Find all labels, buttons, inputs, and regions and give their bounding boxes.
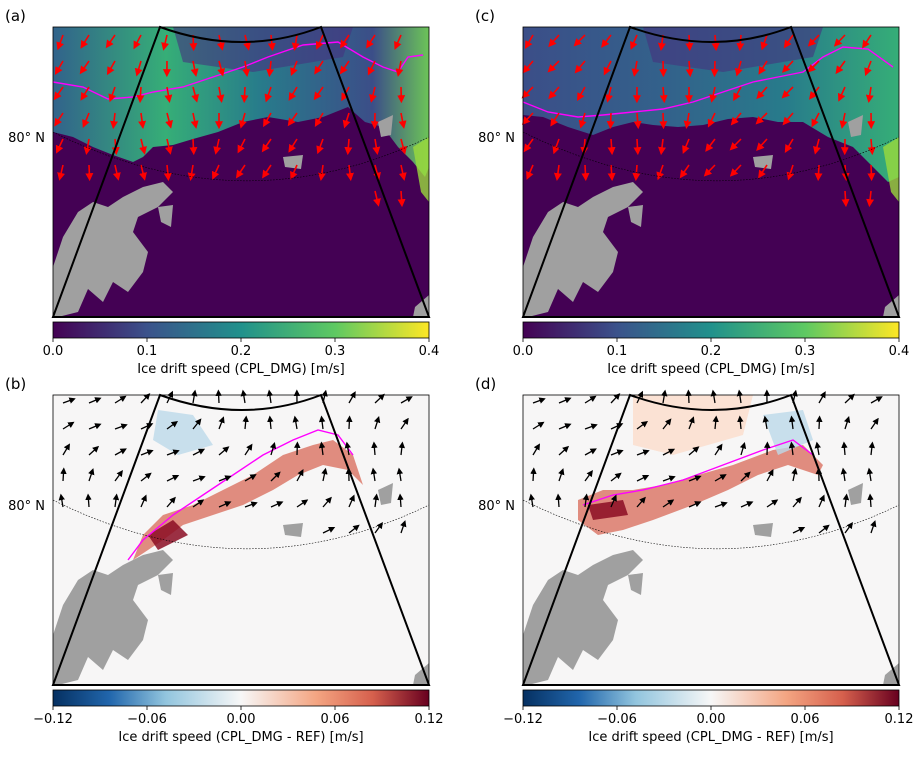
colorbar-label: Ice drift speed (CPL_DMG - REF) [m/s] [588, 730, 833, 745]
colorbar-tick-label: −0.12 [503, 712, 543, 727]
colorbar-tick-label: 0.06 [791, 712, 820, 727]
drift-vector-arrow [637, 113, 638, 126]
drift-vector-arrow [818, 165, 819, 178]
colorbar-tick-label: 0.0 [513, 344, 534, 359]
drift-vector-arrow [88, 496, 89, 507]
panel-label: (a) [5, 7, 26, 25]
colorbar-tick-label: 0.06 [321, 712, 350, 727]
colorbar-tick-label: −0.12 [33, 712, 73, 727]
drift-vector-arrow [89, 165, 90, 178]
latitude-label: 80° N [478, 499, 515, 514]
drift-vector-arrow [401, 191, 402, 204]
drift-vector-arrow [870, 496, 871, 507]
colorbar-tick-label: 0.12 [885, 712, 914, 727]
drift-vector-arrow [140, 87, 141, 100]
drift-vector-arrow [218, 392, 219, 403]
drift-vector-arrow [348, 139, 349, 152]
drift-vector-arrow [871, 139, 872, 152]
latitude-label: 80° N [478, 131, 515, 146]
drift-vector-arrow [845, 191, 846, 204]
map-panel-c [523, 27, 899, 317]
colorbar [53, 322, 429, 338]
drift-vector-arrow [637, 139, 638, 152]
colorbar-tick-label: 0.1 [137, 344, 158, 359]
colorbar-tick-label: 0.00 [227, 712, 256, 727]
drift-vector-arrow [349, 418, 350, 429]
colorbar [53, 690, 429, 706]
colorbar-tick-label: 0.0 [43, 344, 64, 359]
colorbar [523, 322, 899, 338]
drift-vector-arrow [688, 392, 689, 403]
drift-vector-arrow [558, 496, 559, 507]
colorbar-tick-label: 0.3 [325, 344, 346, 359]
drift-vector-arrow [244, 87, 245, 100]
drift-vector-arrow [871, 165, 872, 178]
colorbar-tick-label: 0.00 [697, 712, 726, 727]
land-mass-2 [283, 523, 303, 537]
drift-vector-arrow [819, 418, 820, 429]
map-panel-b [53, 392, 429, 685]
land-mass-2 [753, 523, 773, 537]
colorbar-tick-label: −0.06 [127, 712, 167, 727]
latitude-label: 80° N [8, 131, 45, 146]
colorbar-tick-label: 0.3 [795, 344, 816, 359]
drift-vector-arrow [533, 470, 534, 481]
land-mass-2 [753, 155, 773, 169]
colorbar-tick-label: 0.2 [231, 344, 252, 359]
map-panel-a [53, 27, 429, 317]
colorbar-label: Ice drift speed (CPL_DMG - REF) [m/s] [118, 730, 363, 745]
drift-vector-arrow [740, 35, 741, 48]
land-mass-2 [283, 155, 303, 169]
drift-vector-arrow [611, 165, 612, 178]
panel-label: (c) [475, 7, 495, 25]
colorbar-tick-label: 0.2 [701, 344, 722, 359]
colorbar [523, 690, 899, 706]
latitude-label: 80° N [8, 499, 45, 514]
panel-label: (d) [475, 375, 496, 393]
drift-vector-arrow [585, 165, 586, 178]
colorbar-tick-label: 0.4 [419, 344, 440, 359]
colorbar-tick-label: 0.1 [607, 344, 628, 359]
colorbar-tick-label: 0.12 [415, 712, 444, 727]
colorbar-label: Ice drift speed (CPL_DMG) [m/s] [607, 362, 815, 377]
drift-vector-arrow [636, 165, 637, 178]
drift-vector-arrow [663, 87, 664, 100]
colorbar-tick-label: −0.06 [597, 712, 637, 727]
drift-vector-arrow [193, 139, 194, 152]
drift-vector-arrow [400, 496, 401, 507]
colorbar-label: Ice drift speed (CPL_DMG) [m/s] [137, 362, 345, 377]
drift-vector-arrow [689, 61, 690, 74]
panel-label: (b) [5, 375, 26, 393]
colorbar-tick-label: 0.4 [889, 344, 910, 359]
drift-vector-arrow [610, 113, 611, 126]
drift-vector-arrow [611, 139, 612, 152]
map-panel-d [523, 392, 899, 685]
drift-vector-arrow [63, 470, 64, 481]
